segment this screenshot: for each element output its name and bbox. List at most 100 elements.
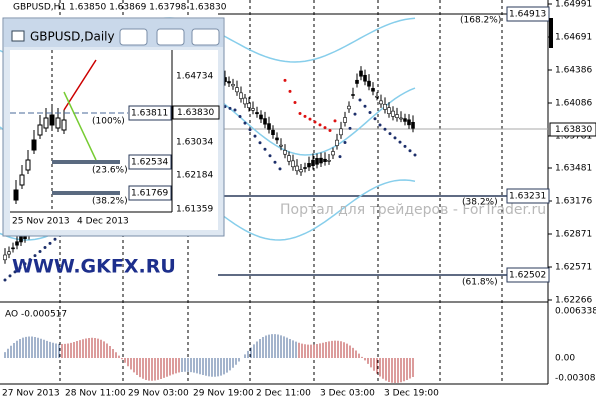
- window-button: [119, 28, 148, 46]
- sar-dot: [333, 119, 337, 123]
- price-label: 1.63231: [509, 192, 546, 202]
- watermark: Портал для трейдеров - ForTrader.ru: [280, 202, 546, 218]
- fib-label: (61.8%): [462, 278, 498, 288]
- sar-dot: [343, 141, 347, 144]
- x-tick-label: 2 Dec 11:00: [256, 389, 311, 399]
- candle-body: [299, 169, 303, 173]
- sar-dot: [373, 117, 377, 121]
- sar-dot: [328, 129, 332, 132]
- candle-body: [227, 81, 231, 84]
- candle-body: [335, 139, 339, 146]
- watermark: WWW.GKFX.RU: [12, 256, 176, 278]
- candle-body: [279, 144, 283, 147]
- sar-dot: [273, 160, 277, 164]
- candle-body: [259, 114, 263, 120]
- y-tick-label: 1.64691: [555, 33, 592, 43]
- sar-dot: [338, 155, 342, 159]
- candle-body: [291, 160, 295, 168]
- candle-body: [255, 112, 259, 115]
- sar-dot: [8, 274, 12, 278]
- candle-body: [247, 103, 251, 108]
- x-tick-label: 3 Dec 19:00: [384, 389, 439, 399]
- current-price-box: [172, 105, 220, 120]
- candle-body: [11, 247, 15, 250]
- current-price: 1.63830: [555, 125, 592, 135]
- price-label: 1.61769: [131, 189, 168, 199]
- candle-body: [231, 84, 235, 87]
- candle-body: [243, 97, 247, 105]
- fib-label: (38.2%): [92, 197, 128, 207]
- window-button: [156, 28, 185, 46]
- window-icon: [11, 30, 25, 42]
- sar-dot: [248, 128, 252, 132]
- candle-body: [3, 254, 7, 261]
- fib-label: (100%): [92, 117, 125, 127]
- sar-dot: [308, 117, 312, 121]
- sar-dot: [388, 132, 392, 136]
- price-label-box: [506, 267, 550, 283]
- candle-body: [343, 117, 347, 123]
- candle-body: [371, 88, 375, 92]
- price-label-box: [128, 185, 172, 201]
- inset-candle: [13, 189, 19, 201]
- candle-body: [351, 94, 355, 96]
- sar-dot: [253, 134, 257, 138]
- y-tick-label: 1.63481: [555, 164, 592, 174]
- candle-body: [295, 165, 299, 172]
- sar-dot: [293, 100, 297, 104]
- sar-dot: [48, 241, 52, 245]
- sar-dot: [413, 153, 417, 157]
- inset-window[interactable]: GBPUSD,Daily 1.63811 1.62534 1.61769 (100%) (…: [2, 17, 225, 237]
- price-label-box: [506, 6, 550, 22]
- candle-body: [327, 160, 331, 162]
- candle-body: [303, 167, 307, 169]
- y-tick-label: 1.62266: [555, 296, 592, 306]
- sar-dot: [383, 127, 387, 131]
- sar-dot: [233, 108, 237, 112]
- y-tick-label: 1.62571: [555, 263, 592, 273]
- y-tick-label: 1.62184: [176, 171, 213, 181]
- x-tick-label: 4 Dec 2013: [77, 217, 129, 227]
- candle-body: [323, 158, 327, 162]
- candle-body: [339, 128, 343, 136]
- y-tick-label: 1.64991: [555, 0, 592, 10]
- sar-dot: [398, 140, 402, 144]
- inset-candle: [31, 139, 37, 151]
- sar-dot: [288, 89, 292, 93]
- inset-candle: [43, 117, 49, 129]
- window-title-bar: [4, 19, 223, 47]
- sar-dot: [393, 136, 397, 140]
- window-title: GBPUSD,Daily: [30, 30, 115, 44]
- sar-dot: [263, 147, 267, 151]
- sar-dot: [243, 121, 247, 125]
- sar-dot: [318, 123, 322, 127]
- candle-body: [403, 118, 407, 122]
- inset-candle: [61, 119, 67, 131]
- candle-body: [19, 236, 23, 243]
- candle-body: [311, 159, 315, 166]
- fib-label: (168.2%): [460, 16, 501, 26]
- fib-label: (38.2%): [462, 198, 498, 208]
- price-label-box: [128, 154, 172, 170]
- sar-dot: [323, 126, 327, 130]
- sar-dot: [408, 149, 412, 153]
- x-tick-label: 27 Nov 2013: [2, 389, 60, 399]
- candle-body: [307, 163, 311, 168]
- sar-dot: [278, 167, 282, 171]
- sar-dot: [28, 258, 32, 262]
- sar-dot: [268, 154, 272, 158]
- current-price: 1.63830: [177, 108, 214, 118]
- candle-body: [379, 100, 383, 105]
- inset-candle: [19, 174, 25, 186]
- sar-dot: [43, 245, 47, 249]
- price-label: 1.62502: [509, 271, 546, 281]
- sar-dot: [283, 78, 287, 82]
- indicator-tick-label: -0.003083: [555, 374, 596, 384]
- indicator-tick-label: 0.00: [555, 354, 575, 364]
- sar-dot: [18, 266, 22, 270]
- sar-dot: [363, 104, 367, 108]
- sar-dot: [358, 98, 362, 102]
- sar-dot: [13, 270, 17, 274]
- candle-body: [275, 137, 279, 141]
- sar-dot: [3, 278, 7, 282]
